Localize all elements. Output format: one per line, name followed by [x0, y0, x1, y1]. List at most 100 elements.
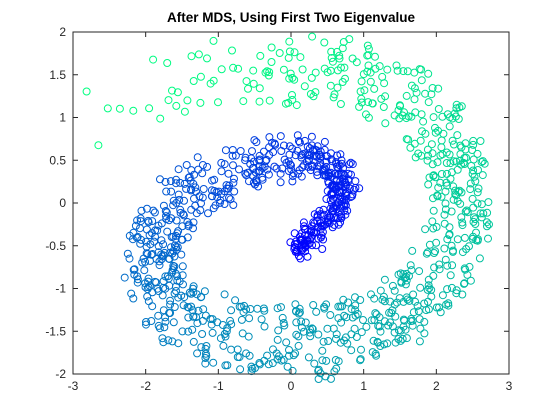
scatter-point	[317, 152, 326, 161]
scatter-point	[415, 315, 424, 324]
scatter-point	[378, 72, 387, 81]
scatter-point	[341, 189, 350, 197]
x-tick-label: 1	[360, 379, 367, 393]
scatter-point	[290, 240, 299, 249]
scatter-point	[337, 187, 346, 196]
scatter-point	[442, 159, 451, 167]
scatter-point	[327, 54, 336, 62]
scatter-point	[297, 153, 306, 162]
scatter-point	[309, 218, 318, 227]
scatter-point	[327, 47, 336, 56]
scatter-point	[239, 97, 248, 106]
scatter-point	[309, 228, 318, 237]
scatter-point	[127, 289, 136, 298]
scatter-point	[342, 188, 351, 196]
scatter-point	[308, 324, 317, 333]
scatter-point	[455, 103, 464, 112]
scatter-point	[434, 105, 443, 113]
scatter-point	[168, 86, 176, 95]
scatter-point	[159, 201, 168, 210]
scatter-point	[268, 359, 277, 368]
scatter-point	[147, 317, 156, 325]
scatter-point	[447, 207, 456, 216]
scatter-point	[221, 146, 230, 155]
scatter-point	[406, 143, 415, 152]
y-tick-label: 1	[59, 111, 66, 125]
scatter-point	[233, 353, 242, 361]
scatter-point	[341, 183, 350, 192]
scatter-point	[220, 290, 229, 299]
scatter-point	[189, 337, 198, 346]
scatter-point	[137, 235, 146, 244]
scatter-point	[306, 235, 314, 244]
scatter-point	[441, 199, 450, 208]
scatter-point	[273, 335, 282, 344]
scatter-point	[465, 242, 473, 251]
x-tick-label: 0	[288, 379, 295, 393]
scatter-point	[133, 278, 142, 287]
scatter-point	[328, 183, 337, 192]
scatter-point	[408, 321, 417, 330]
scatter-point	[313, 162, 322, 171]
scatter-point	[218, 321, 227, 329]
scatter-point	[462, 206, 471, 215]
scatter-point	[326, 66, 335, 75]
scatter-point	[256, 51, 265, 60]
scatter-point	[142, 320, 150, 329]
scatter-point	[158, 334, 167, 343]
scatter-point	[288, 144, 297, 153]
scatter-point	[284, 157, 293, 166]
scatter-point	[434, 84, 443, 93]
scatter-point	[473, 149, 482, 158]
scatter-point	[363, 41, 372, 50]
scatter-point	[157, 236, 166, 245]
scatter-point	[451, 112, 460, 121]
scatter-point	[306, 90, 315, 98]
scatter-point	[332, 334, 340, 343]
scatter-point	[315, 154, 324, 163]
scatter-point	[340, 336, 349, 345]
scatter-point	[285, 74, 294, 83]
scatter-point	[364, 61, 373, 70]
scatter-point	[282, 338, 291, 347]
scatter-point	[198, 161, 207, 169]
scatter-point	[178, 222, 187, 231]
scatter-point	[318, 346, 327, 355]
scatter-point	[453, 235, 462, 244]
scatter-point	[404, 135, 413, 144]
scatter-point	[313, 213, 322, 222]
scatter-point	[410, 68, 419, 77]
scatter-point	[429, 113, 438, 122]
scatter-point	[308, 32, 317, 41]
scatter-point	[414, 307, 423, 316]
scatter-point	[322, 356, 331, 365]
scatter-point	[142, 237, 151, 246]
scatter-point	[300, 82, 309, 91]
scatter-point	[439, 129, 448, 138]
x-tick-label: 3	[506, 379, 513, 393]
scatter-point	[258, 163, 267, 172]
scatter-point	[409, 308, 418, 317]
scatter-point	[174, 190, 183, 199]
scatter-point	[328, 199, 336, 208]
scatter-point	[456, 199, 465, 208]
scatter-point	[333, 162, 342, 171]
scatter-point	[187, 186, 195, 195]
scatter-point	[437, 143, 446, 152]
scatter-point	[329, 93, 338, 102]
scatter-point	[222, 181, 231, 190]
scatter-point	[314, 375, 323, 383]
scatter-point	[288, 73, 297, 82]
scatter-point	[228, 46, 236, 55]
scatter-point	[147, 250, 156, 259]
scatter-point	[357, 94, 366, 103]
scatter-point	[323, 218, 331, 227]
scatter-point	[195, 192, 204, 201]
scatter-point	[428, 84, 437, 92]
y-tick-label: -1	[55, 282, 66, 296]
scatter-point	[390, 328, 399, 337]
scatter-point	[346, 193, 355, 202]
scatter-point	[407, 81, 416, 90]
scatter-point	[435, 265, 444, 274]
scatter-point	[238, 329, 247, 338]
